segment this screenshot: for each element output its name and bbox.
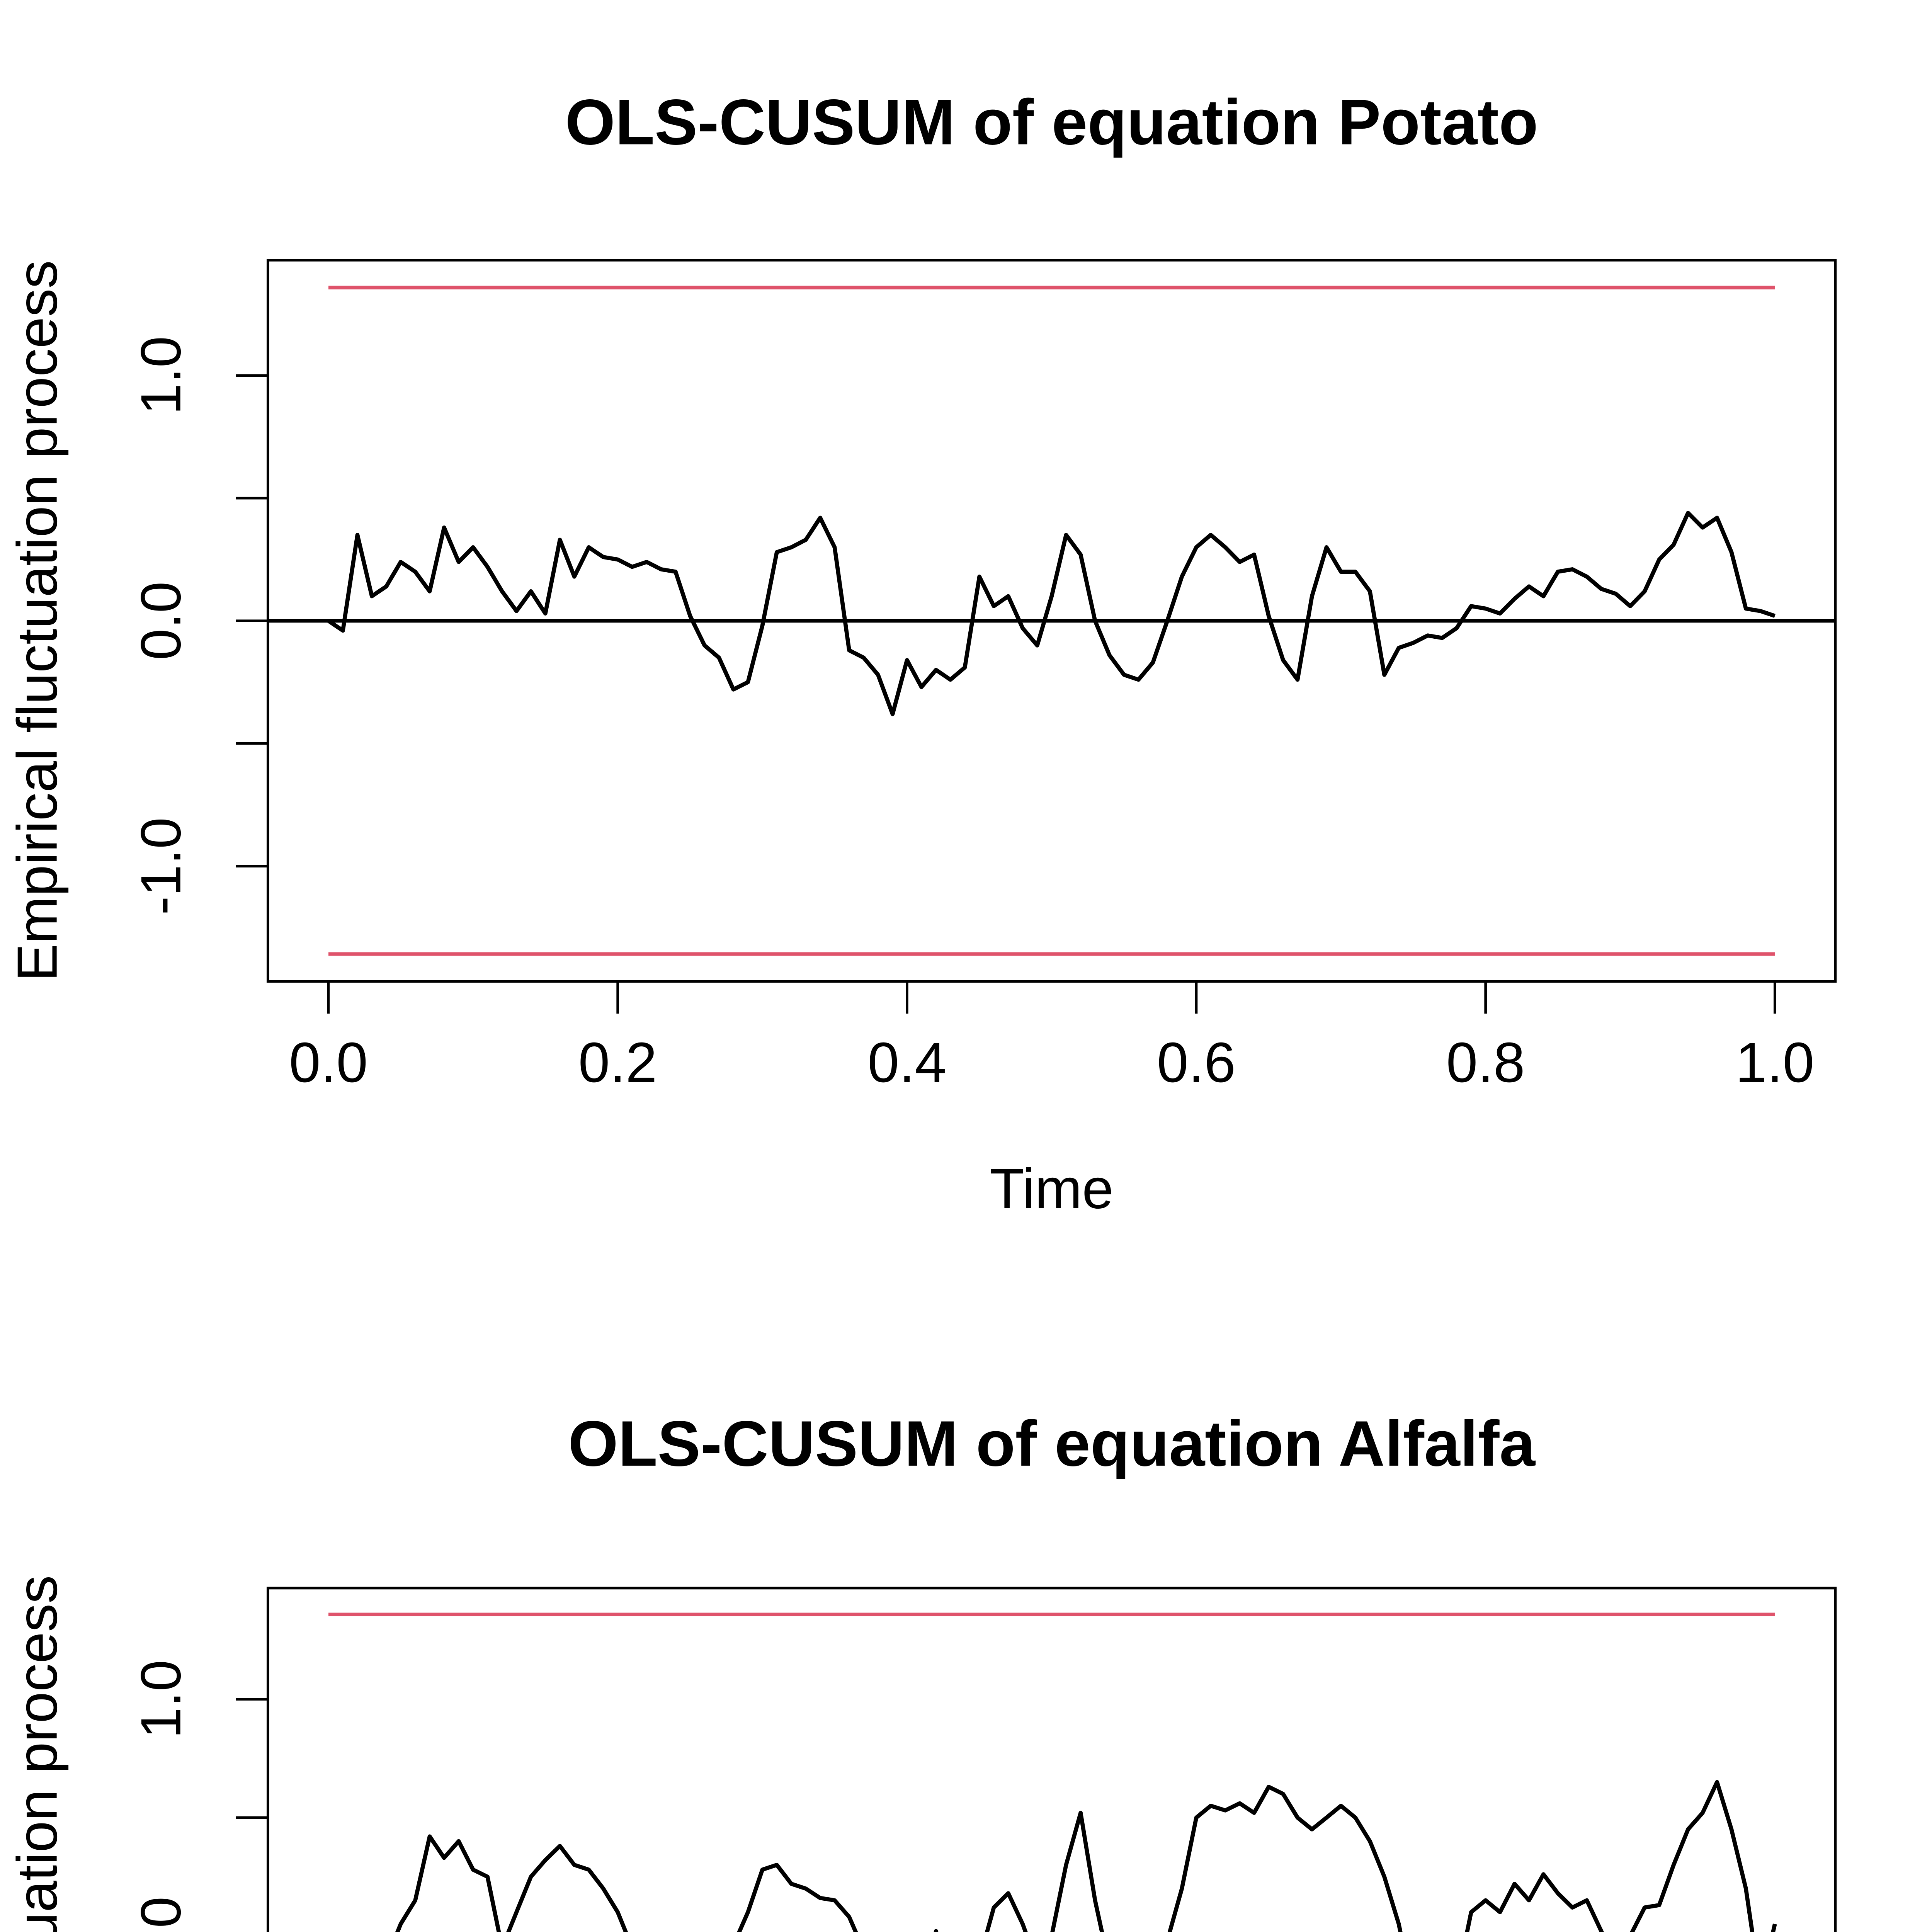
y-tick-label: 1.0 <box>129 1660 193 1739</box>
y-tick-labels: -1.0 0.0 1.0 <box>129 1660 193 1932</box>
y-tick-label: 0.0 <box>129 582 193 660</box>
page-title: OLS-CUSUM of equation Potato <box>565 86 1538 158</box>
y-axis-ticks <box>236 374 268 867</box>
x-tick-label: 0.6 <box>1157 1031 1236 1094</box>
page-title: OLS-CUSUM of equation Alfalfa <box>568 1408 1536 1480</box>
x-tick-labels: 0.0 0.2 0.4 0.6 0.8 1.0 <box>289 1031 1814 1094</box>
x-axis-ticks <box>327 981 1776 1014</box>
x-tick-label: 0.8 <box>1446 1031 1525 1094</box>
y-tick-label: 1.0 <box>129 336 193 415</box>
y-axis-ticks <box>236 1698 268 1819</box>
x-tick-label: 0.4 <box>867 1031 946 1094</box>
x-tick-label: 0.2 <box>578 1031 657 1094</box>
x-tick-label: 0.0 <box>289 1031 368 1094</box>
y-axis-label: Empirical fluctuation process <box>6 260 69 981</box>
y-axis-label: Empirical fluctuation process <box>6 1575 69 1932</box>
process-line <box>395 1780 1777 1932</box>
y-tick-label: 0.0 <box>129 1896 193 1932</box>
panel-potato: OLS-CUSUM of equation Potato 0 <box>6 86 1837 1221</box>
panel-alfalfa: OLS-CUSUM of equation Alfalfa 0.0 0.2 0.… <box>6 1408 1837 1932</box>
x-axis-label: Time <box>990 1157 1113 1221</box>
process-line <box>327 510 1776 716</box>
plot-box <box>267 1587 1837 1932</box>
x-tick-label: 1.0 <box>1735 1031 1814 1094</box>
y-tick-label: -1.0 <box>129 817 193 915</box>
y-tick-labels: -1.0 0.0 1.0 <box>129 336 193 915</box>
